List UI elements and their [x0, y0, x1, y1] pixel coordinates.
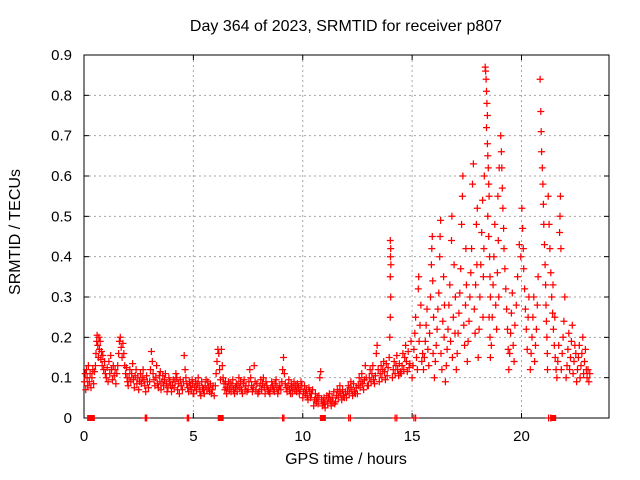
- zero-square-marker: [88, 415, 95, 421]
- zero-value-markers: [87, 414, 557, 422]
- y-tick-label: 0.4: [51, 249, 72, 266]
- y-tick-label: 0.1: [51, 370, 72, 387]
- x-tick-label: 20: [513, 428, 530, 445]
- zero-square-marker: [319, 415, 326, 421]
- x-axis-label: GPS time / hours: [285, 451, 407, 468]
- data-point-markers: [80, 63, 594, 412]
- y-tick-label: 0.5: [51, 208, 72, 225]
- grid-lines: [84, 55, 609, 418]
- y-tick-label: 0.6: [51, 168, 72, 185]
- y-tick-label: 0.3: [51, 289, 72, 306]
- y-tick-label: 0: [64, 410, 72, 427]
- x-tick-label: 10: [294, 428, 311, 445]
- zero-tick-markers: [141, 414, 555, 422]
- data-points-series: [80, 63, 594, 412]
- y-tick-label: 0.8: [51, 87, 72, 104]
- x-tick-label: 0: [80, 428, 88, 445]
- y-axis-label: SRMTID / TECUs: [7, 169, 24, 295]
- zero-square-marker: [550, 415, 557, 421]
- chart-title: Day 364 of 2023, SRMTID for receiver p80…: [190, 18, 502, 35]
- y-tick-labels: 0 0.1 0.2 0.3 0.4 0.5 0.6 0.7 0.8 0.9: [51, 47, 72, 427]
- y-tick-label: 0.7: [51, 128, 72, 145]
- y-tick-label: 0.2: [51, 329, 72, 346]
- x-tick-labels: 0 5 10 15 20: [80, 428, 530, 445]
- x-tick-label: 15: [404, 428, 421, 445]
- zero-square-marker: [217, 415, 224, 421]
- plot-border: [83, 54, 610, 419]
- x-tick-label: 5: [189, 428, 197, 445]
- y-tick-label: 0.9: [51, 47, 72, 64]
- axis-tick-marks: [83, 54, 609, 419]
